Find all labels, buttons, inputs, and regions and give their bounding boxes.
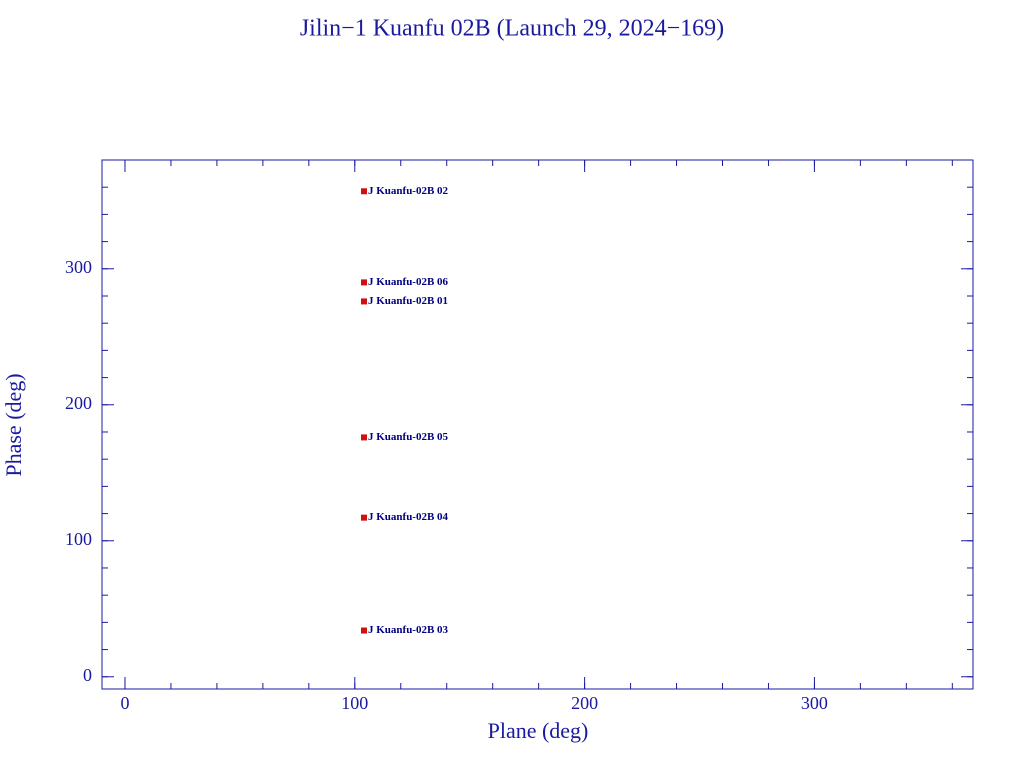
x-tick-label: 200 [571,693,598,713]
x-tick-label: 300 [801,693,828,713]
point [360,279,367,286]
x-axis-label: Plane (deg) [488,718,589,743]
point-label: J Kuanfu-02B 06 [368,276,449,288]
point [360,188,367,195]
point-label: J Kuanfu-02B 02 [368,185,449,197]
y-tick-label: 300 [65,257,92,277]
x-tick-label: 100 [341,693,368,713]
plot-frame [101,159,974,690]
chart-title: Jilin−1 Kuanfu 02B (Launch 29, 2024−169) [300,16,724,42]
point-label: J Kuanfu-02B 03 [368,624,449,636]
point-label: J Kuanfu-02B 05 [368,431,449,443]
point [360,627,367,634]
y-tick-label: 200 [65,393,92,413]
point-label: J Kuanfu-02B 01 [368,295,448,307]
point [360,434,367,441]
y-tick-label: 0 [83,665,92,685]
y-tick-label: 100 [65,529,92,549]
point [360,298,367,305]
y-axis-label: Phase (deg) [1,373,26,476]
point-label: J Kuanfu-02B 04 [368,511,449,523]
point [360,514,367,521]
x-tick-label: 0 [120,693,129,713]
